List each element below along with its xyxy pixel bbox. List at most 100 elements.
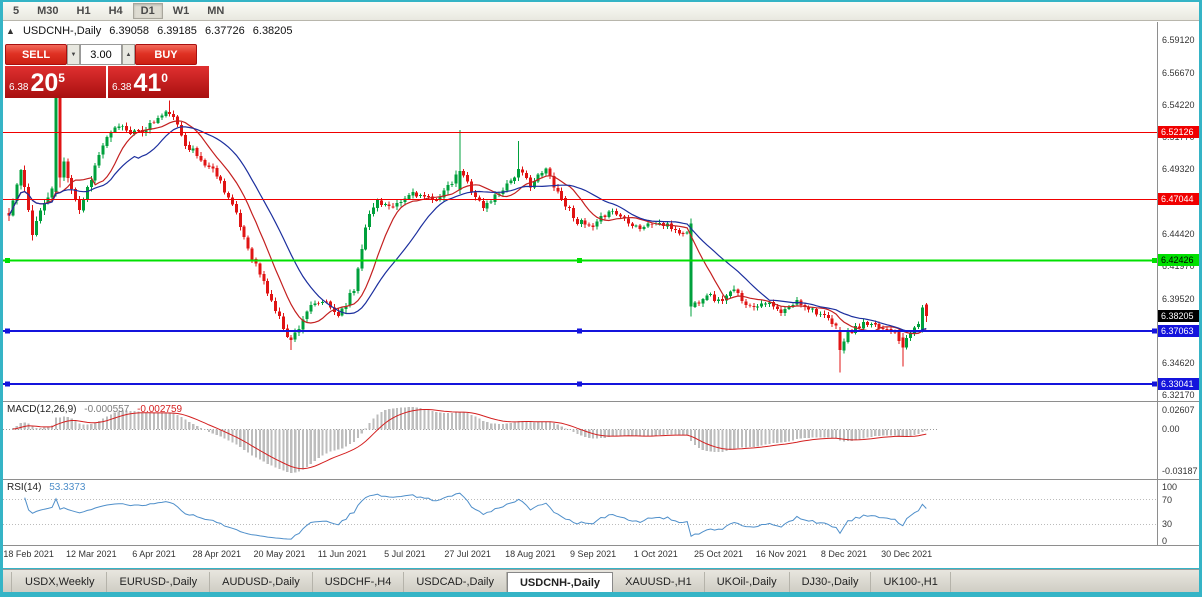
date-label: 18 Aug 2021 [505, 549, 556, 559]
macd-tick: 0.02607 [1162, 405, 1195, 415]
macd-layer [3, 407, 938, 473]
ohlc-high: 6.39185 [157, 25, 197, 37]
date-label: 8 Dec 2021 [820, 549, 867, 559]
macd-panel-splitter[interactable] [3, 401, 1199, 402]
rsi-panel-splitter[interactable] [3, 479, 1199, 480]
price-tick: 6.59120 [1162, 35, 1195, 46]
sell-price-pipette: 5 [58, 71, 65, 85]
timeframe-button-w1[interactable]: W1 [172, 5, 190, 17]
rsi-line [24, 492, 927, 540]
macd-name: MACD(12,26,9) [7, 404, 77, 415]
date-label: 12 Mar 2021 [66, 549, 117, 559]
chart-tab-usdchf-h4[interactable]: USDCHF-,H4 [313, 572, 405, 592]
chart-title: ▲ USDCNH-,Daily 6.39058 6.39185 6.37726 … [6, 25, 298, 37]
date-label: 11 Jun 2021 [317, 549, 367, 559]
chart-tab-eurusd-daily[interactable]: EURUSD-,Daily [107, 572, 211, 592]
chart-tab-dj30-daily[interactable]: DJ30-,Daily [790, 572, 872, 592]
rsi-tick: 30 [1162, 519, 1173, 530]
timeframe-button-d1[interactable]: D1 [132, 3, 163, 19]
price-tick: 6.39520 [1162, 293, 1195, 304]
date-label: 5 Jul 2021 [384, 549, 426, 559]
buy-price-big-digits: 41 [133, 69, 162, 97]
hline-price-label: 6.37063 [1158, 324, 1199, 337]
date-label: 25 Oct 2021 [693, 549, 744, 559]
date-label: 28 Apr 2021 [192, 549, 242, 559]
date-label: 18 Feb 2021 [3, 549, 54, 559]
hline-price-label: 6.33041 [1158, 377, 1199, 390]
rsi-value: 53.3373 [49, 482, 86, 493]
date-label: 30 Dec 2021 [881, 549, 933, 559]
timeframe-button-mn[interactable]: MN [207, 5, 225, 17]
chart-tab-xauusd-h1[interactable]: XAUUSD-,H1 [613, 572, 705, 592]
macd-tick: -0.03187 [1162, 466, 1198, 477]
chart-tabs-bar: USDX,Weekly EURUSD-,Daily AUDUSD-,Daily USD… [3, 569, 1199, 592]
price-tick: 6.44420 [1162, 229, 1195, 239]
chart-canvas[interactable] [3, 22, 1157, 546]
buy-price-display[interactable]: 6.38 41 0 [108, 66, 209, 98]
price-tick: 6.41970 [1162, 261, 1195, 272]
timeframe-button-5[interactable]: 5 [13, 5, 20, 17]
sell-price-display[interactable]: 6.38 20 5 [5, 66, 106, 98]
sell-price-prefix: 6.38 [9, 82, 29, 93]
volume-input[interactable] [80, 44, 122, 65]
price-tick: 6.56670 [1162, 67, 1195, 78]
buy-price-prefix: 6.38 [112, 82, 132, 93]
hline-price-label: 6.47044 [1158, 193, 1199, 206]
timeframe-buttons: 5 M30 H1 H4 D1 W1 MN [4, 3, 233, 19]
macd-tick: 0.00 [1162, 424, 1180, 435]
hline-price-label: 6.42426 [1158, 254, 1199, 267]
buy-button[interactable]: BUY [135, 44, 197, 65]
date-label: 9 Sep 2021 [570, 549, 617, 559]
date-label: 1 Oct 2021 [633, 549, 678, 559]
macd-label: MACD(12,26,9) -0.000557 -0.002759 [7, 404, 182, 415]
chart-tab-usdcad-daily[interactable]: USDCAD-,Daily [404, 572, 507, 592]
price-tick: 6.54220 [1162, 99, 1195, 110]
current-price-label: 6.38205 [1158, 309, 1199, 322]
timeframe-button-h4[interactable]: H4 [108, 5, 123, 17]
timeframe-button-h1[interactable]: H1 [76, 5, 91, 17]
chart-tab-ukoil-daily[interactable]: UKOil-,Daily [705, 572, 790, 592]
chart-tab-usdx-weekly[interactable]: USDX,Weekly [13, 572, 108, 592]
price-axis[interactable]: 6.591206.566706.542206.517706.493206.468… [1157, 22, 1199, 546]
rsi-layer [3, 499, 1157, 525]
timeframe-toolbar: 5 M30 H1 H4 D1 W1 MN [3, 2, 1199, 21]
macd-main-value: -0.000557 [84, 404, 130, 415]
chart-tab-uk100-h1[interactable]: UK100-,H1 [871, 572, 951, 592]
ohlc-low: 6.37726 [204, 25, 245, 37]
date-label: 6 Apr 2021 [132, 549, 176, 559]
macd-signal-line [12, 409, 927, 470]
ohlc-close: 6.38205 [252, 25, 293, 37]
sell-button[interactable]: SELL [5, 44, 67, 65]
date-label: 20 May 2021 [253, 549, 306, 559]
rsi-label: RSI(14) 53.3373 [7, 482, 85, 493]
volume-dropdown-icon[interactable]: ▼ [67, 44, 80, 65]
time-axis-separator [3, 545, 1199, 546]
chart-tab-audusd-daily[interactable]: AUDUSD-,Daily [210, 572, 313, 592]
symbol-period-label: USDCNH-,Daily [22, 25, 102, 37]
sell-price-big-digits: 20 [30, 69, 59, 97]
tabbar-grip[interactable] [3, 572, 12, 592]
price-tick: 6.32170 [1162, 390, 1195, 401]
one-click-trading-panel: SELL ▼ ▲ BUY 6.38 20 5 6.38 41 0 [5, 44, 211, 98]
ma-slow-line [8, 126, 927, 333]
buy-price-pipette: 0 [161, 71, 168, 85]
date-label: 27 Jul 2021 [444, 549, 491, 559]
price-tick: 6.34620 [1162, 358, 1195, 369]
collapse-trade-panel-icon[interactable]: ▲ [6, 26, 15, 36]
rsi-tick: 70 [1162, 494, 1173, 505]
rsi-tick: 0 [1162, 536, 1168, 546]
time-axis[interactable]: 18 Feb 2021 12 Mar 2021 6 Apr 2021 28 Apr 2… [3, 547, 1157, 567]
date-label: 16 Nov 2021 [755, 549, 807, 559]
chart-background [3, 21, 1199, 568]
rsi-tick: 100 [1162, 482, 1178, 492]
candles-layer [7, 87, 928, 373]
chart-tab-usdcnh-daily[interactable]: USDCNH-,Daily [506, 572, 614, 592]
hline-objects-layer[interactable] [3, 132, 1157, 387]
ma-fast-line [8, 120, 927, 335]
rsi-name: RSI(14) [7, 482, 42, 493]
hline-price-label: 6.52126 [1158, 126, 1199, 139]
timeframe-button-m30[interactable]: M30 [37, 5, 59, 17]
volume-up-icon[interactable]: ▲ [122, 44, 135, 65]
price-tick: 6.49320 [1162, 164, 1195, 175]
